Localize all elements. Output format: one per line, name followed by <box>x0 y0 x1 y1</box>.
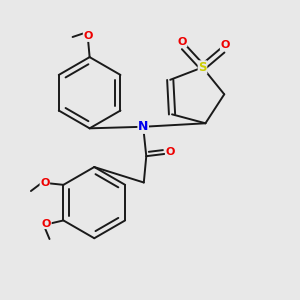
Text: O: O <box>42 218 51 229</box>
Text: O: O <box>83 32 93 41</box>
Text: N: N <box>138 120 148 133</box>
Text: O: O <box>220 40 230 50</box>
Text: O: O <box>40 178 50 188</box>
Text: O: O <box>177 37 187 47</box>
Text: O: O <box>165 148 175 158</box>
Text: S: S <box>198 61 207 74</box>
